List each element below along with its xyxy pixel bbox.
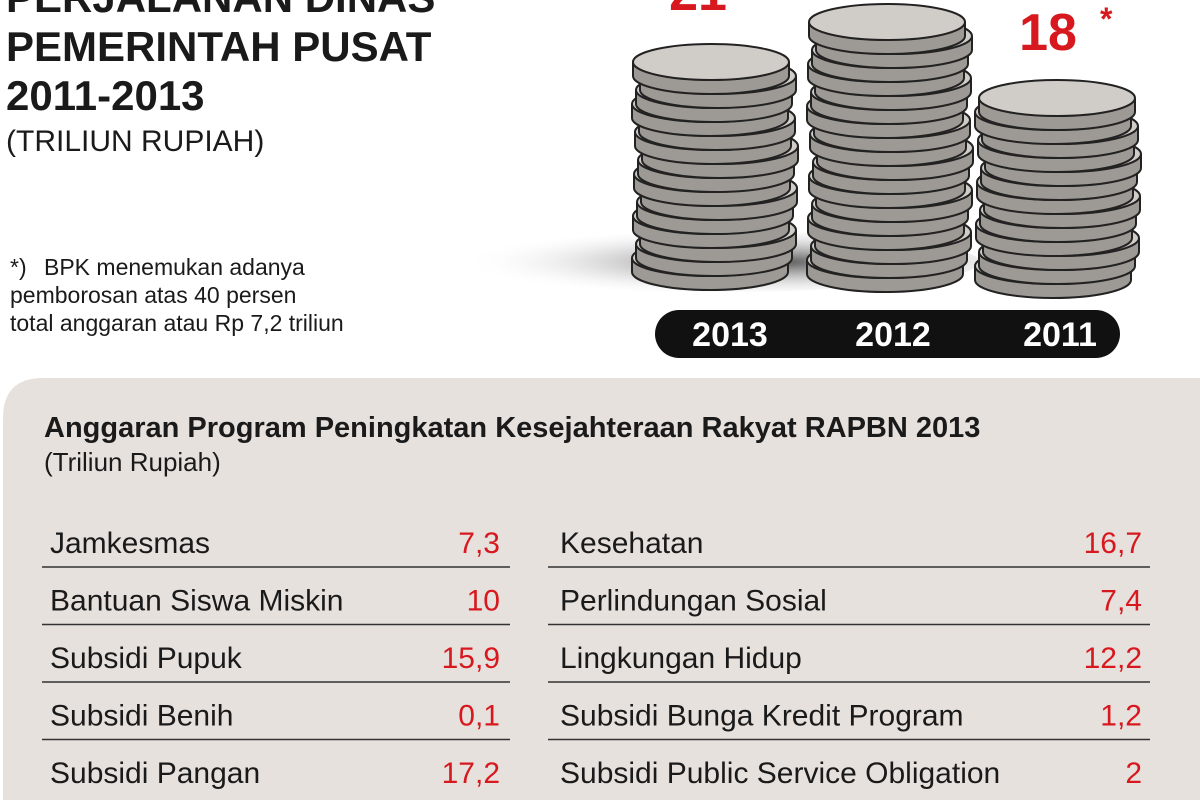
panel <box>3 378 1200 800</box>
year: 2013 <box>692 316 768 354</box>
row-value: 15,9 <box>442 642 500 675</box>
year-bar <box>655 310 1120 358</box>
row-value: 0,1 <box>458 700 500 733</box>
row-value: 12,2 <box>1084 642 1142 675</box>
title: 2011-2013 <box>6 72 205 119</box>
coin-top <box>808 3 966 41</box>
note: total anggaran atau Rp 7,2 triliun <box>10 310 344 336</box>
unit: (TRILIUN RUPIAH) <box>6 125 264 158</box>
note: BPK menemukan adanya <box>44 254 305 280</box>
title: PERJALANAN DINAS <box>6 0 435 21</box>
table-unit: (Triliun Rupiah) <box>44 447 221 477</box>
row-label: Kesehatan <box>560 527 703 560</box>
row-label: Jamkesmas <box>50 527 210 560</box>
title: PEMERINTAH PUSAT <box>6 23 432 70</box>
row-value: 1,2 <box>1100 700 1142 733</box>
row-label: Perlindungan Sosial <box>560 585 827 618</box>
row-label: Subsidi Bunga Kredit Program <box>560 700 964 733</box>
row-value: 2 <box>1125 757 1142 790</box>
note: pemborosan atas 40 persen <box>10 282 296 308</box>
value-label: 21 <box>669 0 727 22</box>
note-marker: *) <box>10 254 27 280</box>
row-value: 10 <box>467 585 500 618</box>
year: 2011 <box>1023 316 1097 354</box>
row-label: Subsidi Benih <box>50 700 233 733</box>
row-label: Subsidi Pangan <box>50 757 260 790</box>
value-label: 18 <box>1019 4 1077 62</box>
coin-top <box>978 79 1136 117</box>
row-value: 7,3 <box>458 527 500 560</box>
row-label: Subsidi Pupuk <box>50 642 243 675</box>
row-label: Bantuan Siswa Miskin <box>50 585 343 618</box>
row-label: Subsidi Public Service Obligation <box>560 757 1000 790</box>
year: 2012 <box>855 316 931 354</box>
table-title: Anggaran Program Peningkatan Kesejahtera… <box>44 412 980 444</box>
row-value: 7,4 <box>1100 585 1142 618</box>
table: Jamkesmas 7,3 Bantuan Siswa Miskin 10 Subsid… <box>42 527 1150 790</box>
row-value: 16,7 <box>1084 527 1142 560</box>
row-value: 17,2 <box>442 757 500 790</box>
coin-stacks <box>631 3 1142 299</box>
row-label: Lingkungan Hidup <box>560 642 802 675</box>
asterisk: * <box>1100 1 1113 37</box>
coin-top <box>632 43 790 81</box>
